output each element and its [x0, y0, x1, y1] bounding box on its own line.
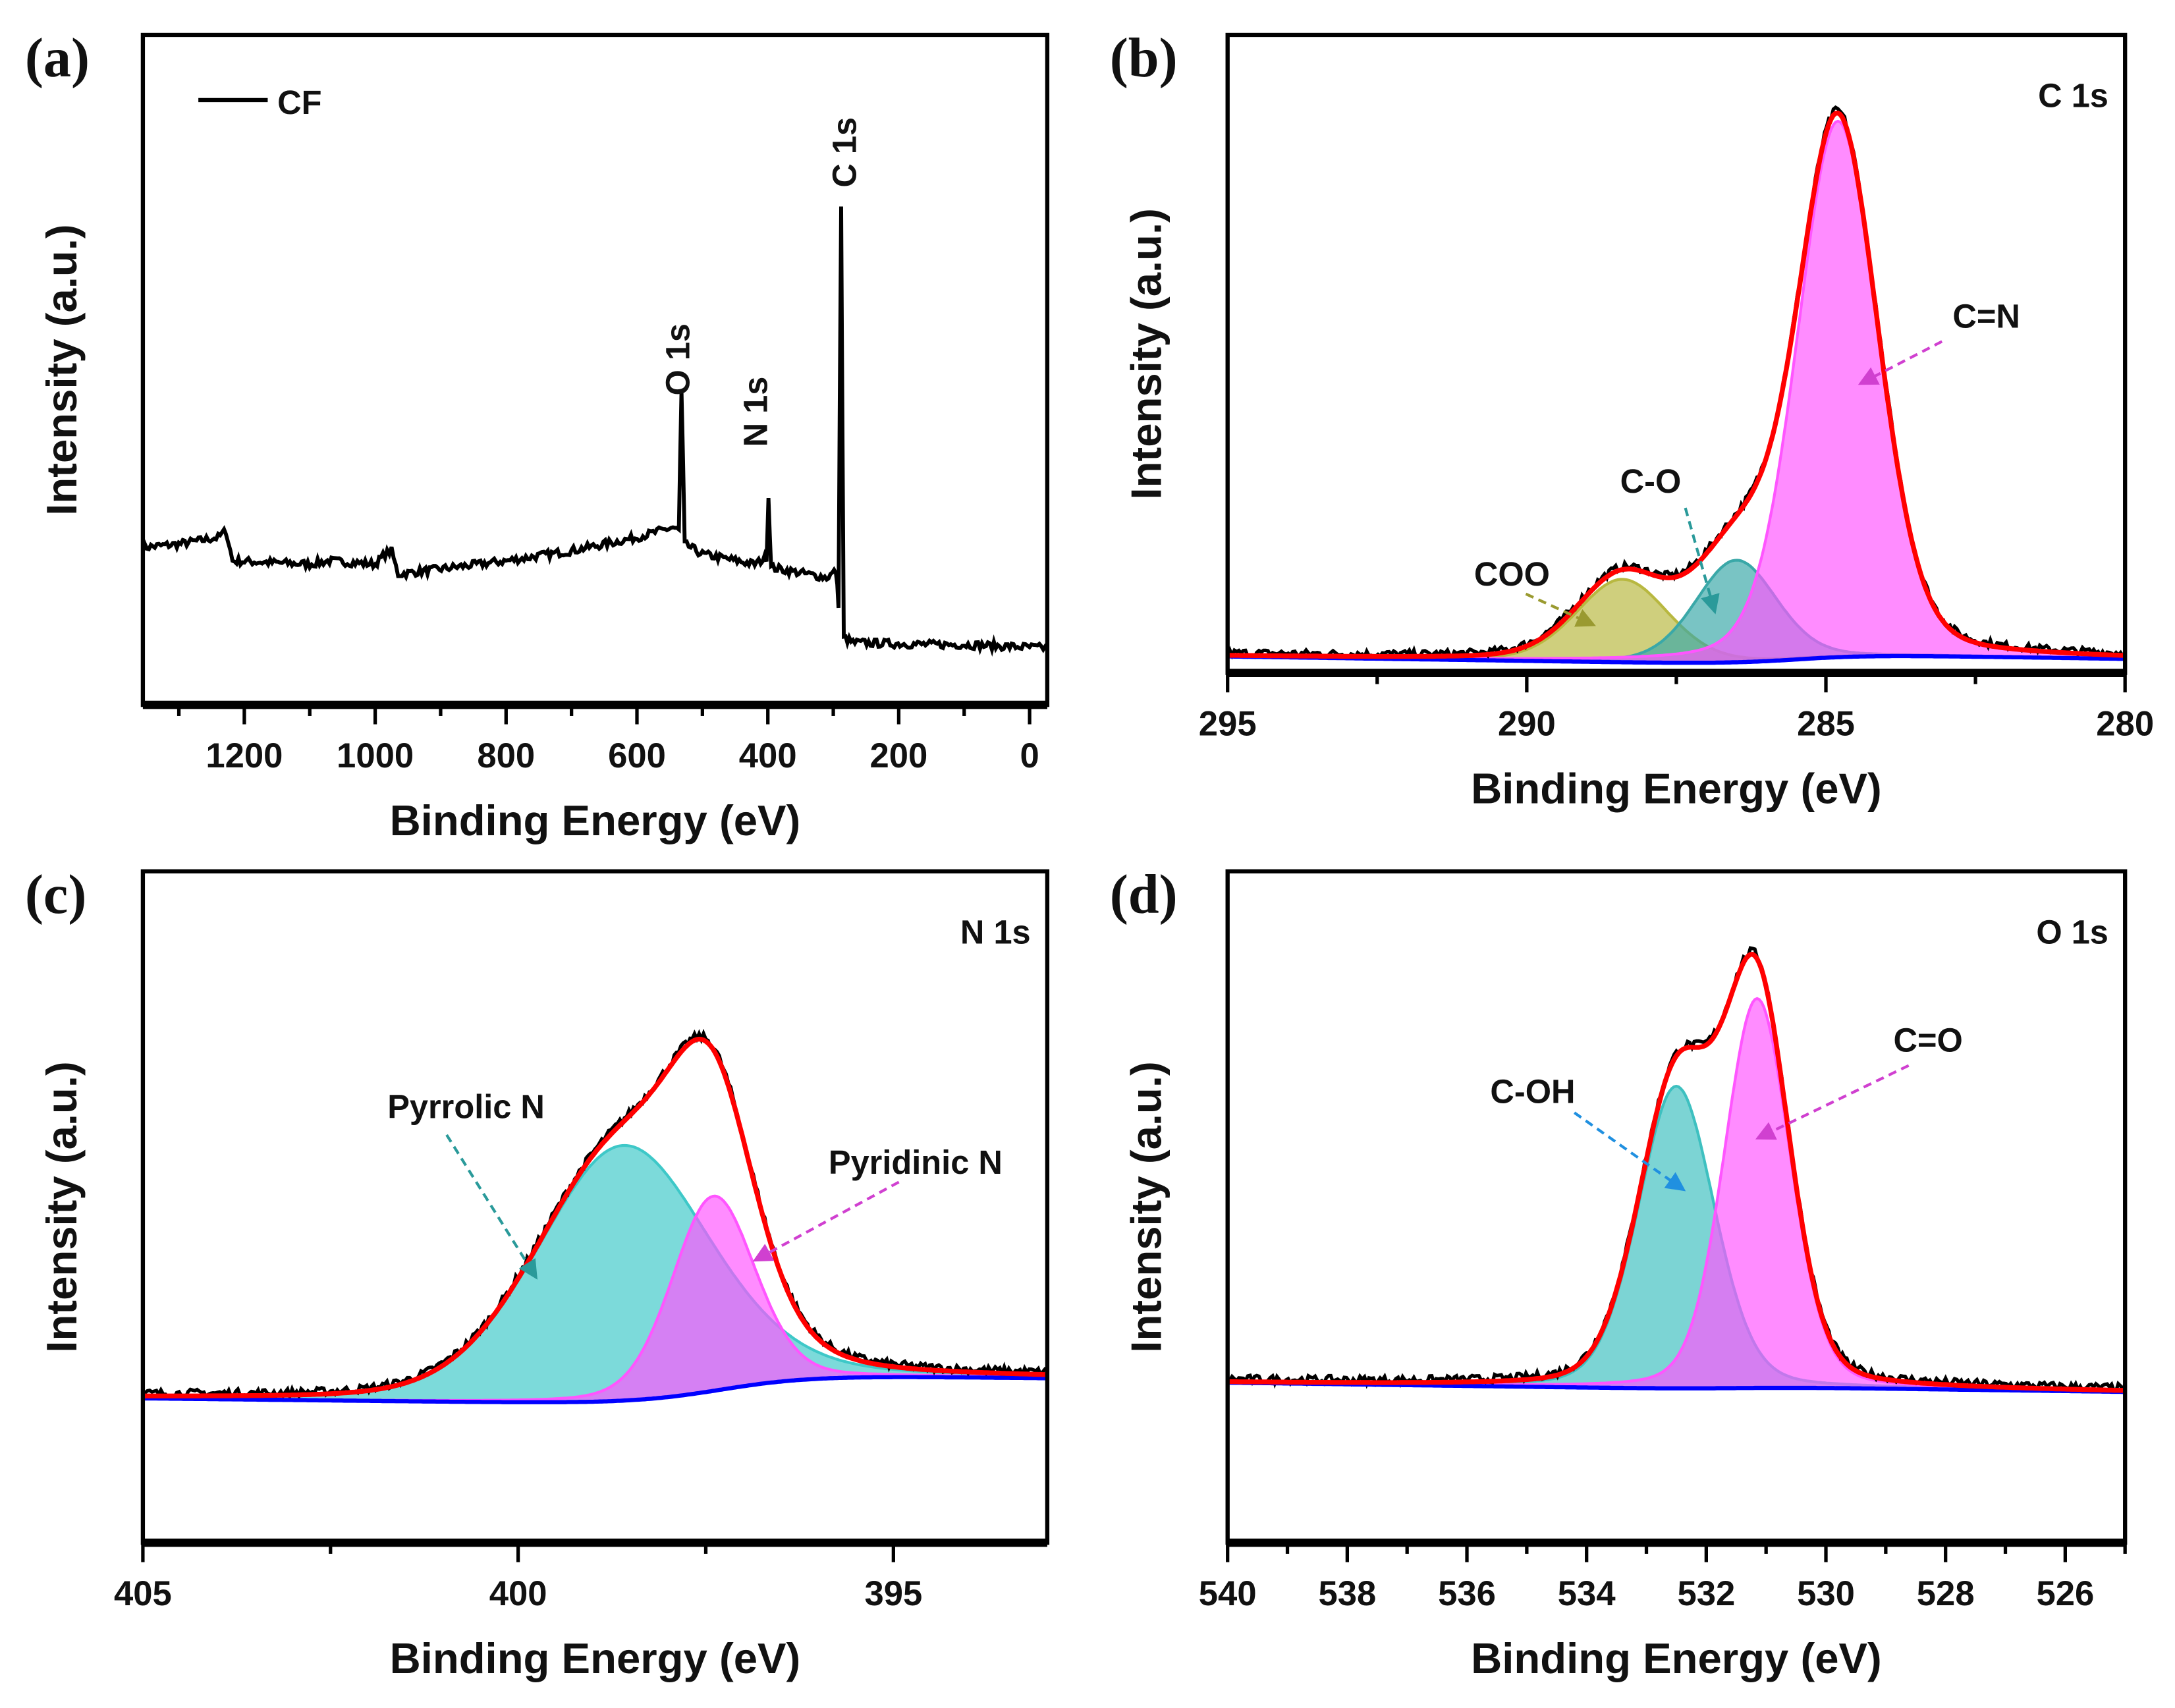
panel-d: (d) Binding Energy (eV) Intensity (a.u.) 54… [1110, 864, 2128, 1682]
peak-label: C 1s [825, 117, 863, 188]
annotation-arrow [1525, 592, 1596, 627]
x-axis-title: Binding Energy (eV) [390, 1634, 801, 1682]
peak-label: O 1s [659, 323, 697, 396]
region-label: C 1s [2038, 76, 2108, 114]
y-axis-title: Intensity (a.u.) [1122, 208, 1170, 499]
annotation-arrow [1684, 507, 1720, 615]
x-tick-label: 285 [1797, 704, 1855, 743]
x-tick-label: 532 [1677, 1574, 1735, 1613]
x-tick-label: 540 [1199, 1574, 1257, 1613]
x-tick-label: 395 [864, 1574, 922, 1613]
x-tick-label: 400 [489, 1574, 547, 1613]
peak-label: N 1s [737, 377, 775, 447]
x-tick-label: 526 [2036, 1574, 2094, 1613]
panel-label: (c) [25, 864, 86, 925]
panel-label: (a) [25, 28, 90, 89]
x-tick-label: 405 [114, 1574, 172, 1613]
x-tick-label: 400 [739, 736, 797, 775]
panel-label: (b) [1110, 28, 1178, 89]
plot-frame [140, 32, 1050, 707]
panel-b: (b) Binding Energy (eV) Intensity (a.u.) 29… [1110, 28, 2154, 812]
component-label: COO [1474, 555, 1550, 593]
panel-a: (a) Binding Energy (eV) Intensity (a.u.) 12… [25, 28, 1050, 844]
x-tick-label: 295 [1199, 704, 1257, 743]
component-label: Pyridinic N [829, 1143, 1003, 1181]
survey-spectrum-line [141, 206, 1049, 657]
component-label: Pyrrolic N [387, 1088, 545, 1126]
x-tick-label: 536 [1438, 1574, 1496, 1613]
fit-envelope-line [142, 1036, 1048, 1398]
x-tick-label: 0 [1020, 736, 1039, 775]
component-label: C=N [1952, 297, 2020, 335]
x-tick-label: 600 [608, 736, 666, 775]
annotation-arrow [1858, 340, 1943, 385]
legend-label: CF [277, 84, 321, 121]
annotation-arrow [1573, 1111, 1686, 1192]
x-tick-label: 530 [1797, 1574, 1855, 1613]
x-tick-label: 200 [869, 736, 927, 775]
y-axis-title: Intensity (a.u.) [38, 1061, 86, 1352]
region-label: N 1s [960, 913, 1031, 950]
y-axis-title: Intensity (a.u.) [1122, 1061, 1170, 1352]
x-tick-label: 534 [1558, 1574, 1616, 1613]
x-axis-title: Binding Energy (eV) [1471, 1634, 1882, 1682]
component-peak-c-n [1226, 119, 2127, 665]
fit-envelope-line [1227, 951, 2126, 1393]
x-tick-label: 1000 [337, 736, 414, 775]
x-tick-label: 538 [1318, 1574, 1376, 1613]
y-axis-title: Intensity (a.u.) [38, 224, 86, 515]
x-tick-label: 1200 [206, 736, 283, 775]
x-tick-label: 800 [477, 736, 535, 775]
x-axis-title: Binding Energy (eV) [1471, 765, 1882, 813]
panel-label: (d) [1110, 864, 1178, 925]
annotation-arrow [752, 1180, 900, 1262]
region-label: O 1s [2036, 913, 2108, 950]
annotation-arrow [445, 1134, 537, 1280]
component-peak-c-oh [1226, 1084, 2127, 1394]
component-label: C=O [1893, 1022, 1962, 1059]
component-label: C-OH [1490, 1073, 1575, 1111]
x-axis-title: Binding Energy (eV) [390, 796, 801, 844]
x-tick-label: 280 [2096, 704, 2154, 743]
x-tick-label: 290 [1498, 704, 1556, 743]
x-tick-label: 528 [1917, 1574, 1975, 1613]
background-line [142, 1375, 1047, 1404]
component-label: C-O [1620, 462, 1682, 500]
panel-c: (c) Binding Energy (eV) Intensity (a.u.) 40… [25, 864, 1050, 1682]
fit-envelope-line [1227, 110, 2126, 659]
